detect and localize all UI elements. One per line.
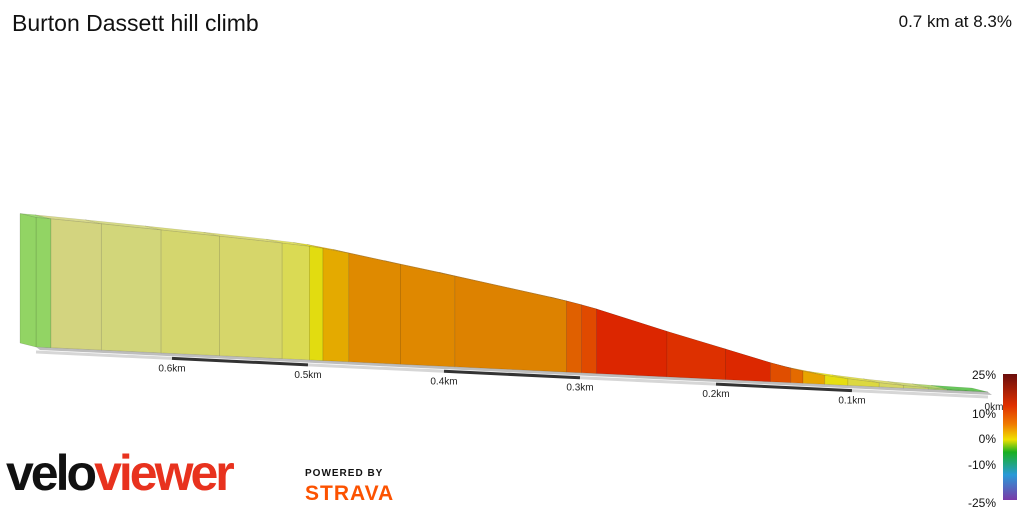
profile-segment-12 [581,304,597,374]
legend-label-25: 25% [971,368,996,382]
x-tick-label-3: 0.3km [566,383,593,394]
x-tick-label-2: 0.4km [430,376,457,387]
climb-summary: 0.7 km at 8.3% [898,12,1012,31]
x-tick-label-4: 0.2km [702,389,729,400]
profile-segment-11 [566,300,582,374]
profile-segment-4 [219,235,283,359]
profile-segment-24 [946,388,989,393]
legend-label-0: 0% [978,432,996,446]
profile-segment-7 [322,247,350,363]
x-tick-label-1: 0.5km [294,370,321,381]
x-tick-label-5: 0.1km [838,396,865,407]
veloviewer-logo: veloviewer [6,445,235,501]
km-band-3 [443,369,581,380]
profile-segment-0 [35,217,52,349]
profile-segment-3 [160,229,220,356]
km-band-6 [851,389,989,399]
ground-shadow [36,347,992,395]
km-band-0 [35,350,173,360]
profile-segment-5 [281,242,310,361]
profile-top-24 [931,385,989,393]
profile-segment-15 [725,348,771,383]
profile-end-face [19,213,37,348]
profile-segment-10 [454,275,567,373]
km-band-2 [307,363,445,373]
profile-segment-16 [770,362,792,383]
profile-segment-13 [596,308,668,378]
km-band-5 [715,382,853,393]
x-tick-label-6: 0km [985,402,1004,413]
profile-segment-8 [348,252,401,365]
profile-segment-1 [50,218,102,351]
profile-segment-2 [100,223,162,354]
page-title: Burton Dassett hill climb [12,10,259,36]
profile-segment-9 [400,264,456,368]
logo-velo-text: velo [6,445,97,501]
km-band-1 [171,356,309,367]
powered-by-text: POWERED BY [305,468,384,479]
legend-label-minus25: -25% [967,496,996,510]
profile-segment-6 [309,245,324,361]
legend-gradient-rect [1003,374,1017,500]
gradient-legend-bar [1003,374,1017,500]
profile-segment-14 [666,330,726,380]
legend-label-10: 10% [971,407,996,421]
logo-viewer-text: viewer [94,445,235,501]
legend-label-minus10: -10% [967,458,996,472]
km-band-4 [579,376,717,386]
x-tick-label-0: 0.6km [158,363,185,374]
strava-logo: STRAVA [305,482,395,505]
profile-segment-17 [790,367,804,384]
